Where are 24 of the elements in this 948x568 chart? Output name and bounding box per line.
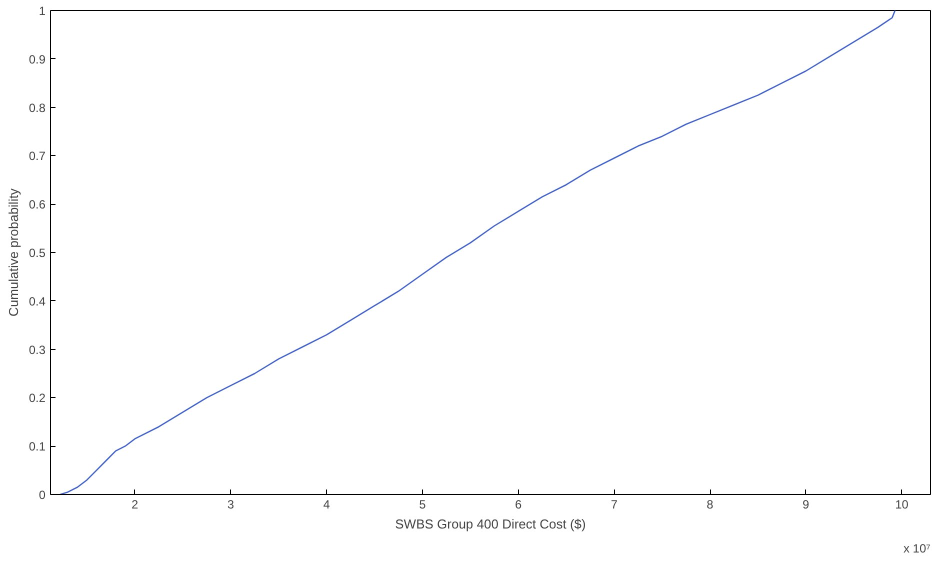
x-tick-label: 5	[419, 498, 426, 512]
y-tick-label: 0.9	[28, 52, 46, 66]
y-tick-label: 0.5	[28, 246, 46, 260]
x-tick-label: 8	[706, 498, 714, 512]
y-tick-label: 0.7	[28, 149, 46, 164]
y-tick-label: 0	[38, 488, 46, 502]
x-tick-label: 4	[323, 498, 330, 512]
x-tick-label: 2	[132, 498, 139, 512]
x-axis-title: SWBS Group 400 Direct Cost ($)	[395, 516, 586, 532]
x-tick-label: 10	[895, 498, 909, 512]
line-series	[59, 10, 896, 494]
x-tick-label: 3	[227, 498, 234, 512]
y-tick-label: 0.3	[28, 342, 46, 357]
x-tick-label: 6	[514, 498, 522, 512]
y-tick-label: 0.4	[28, 294, 46, 308]
y-axis-title: Cumulative probability	[6, 188, 21, 316]
y-tick-label: 0.6	[28, 198, 46, 212]
y-tick-label: 0.8	[28, 100, 46, 115]
y-tick-label: 0.2	[28, 391, 46, 406]
y-tick-label: 1	[38, 4, 46, 18]
x-tick-label: 9	[802, 498, 810, 512]
x-tick-label: 7	[610, 498, 618, 512]
text: x 10⁷	[903, 542, 931, 556]
y-tick-label: 0.1	[28, 440, 46, 454]
